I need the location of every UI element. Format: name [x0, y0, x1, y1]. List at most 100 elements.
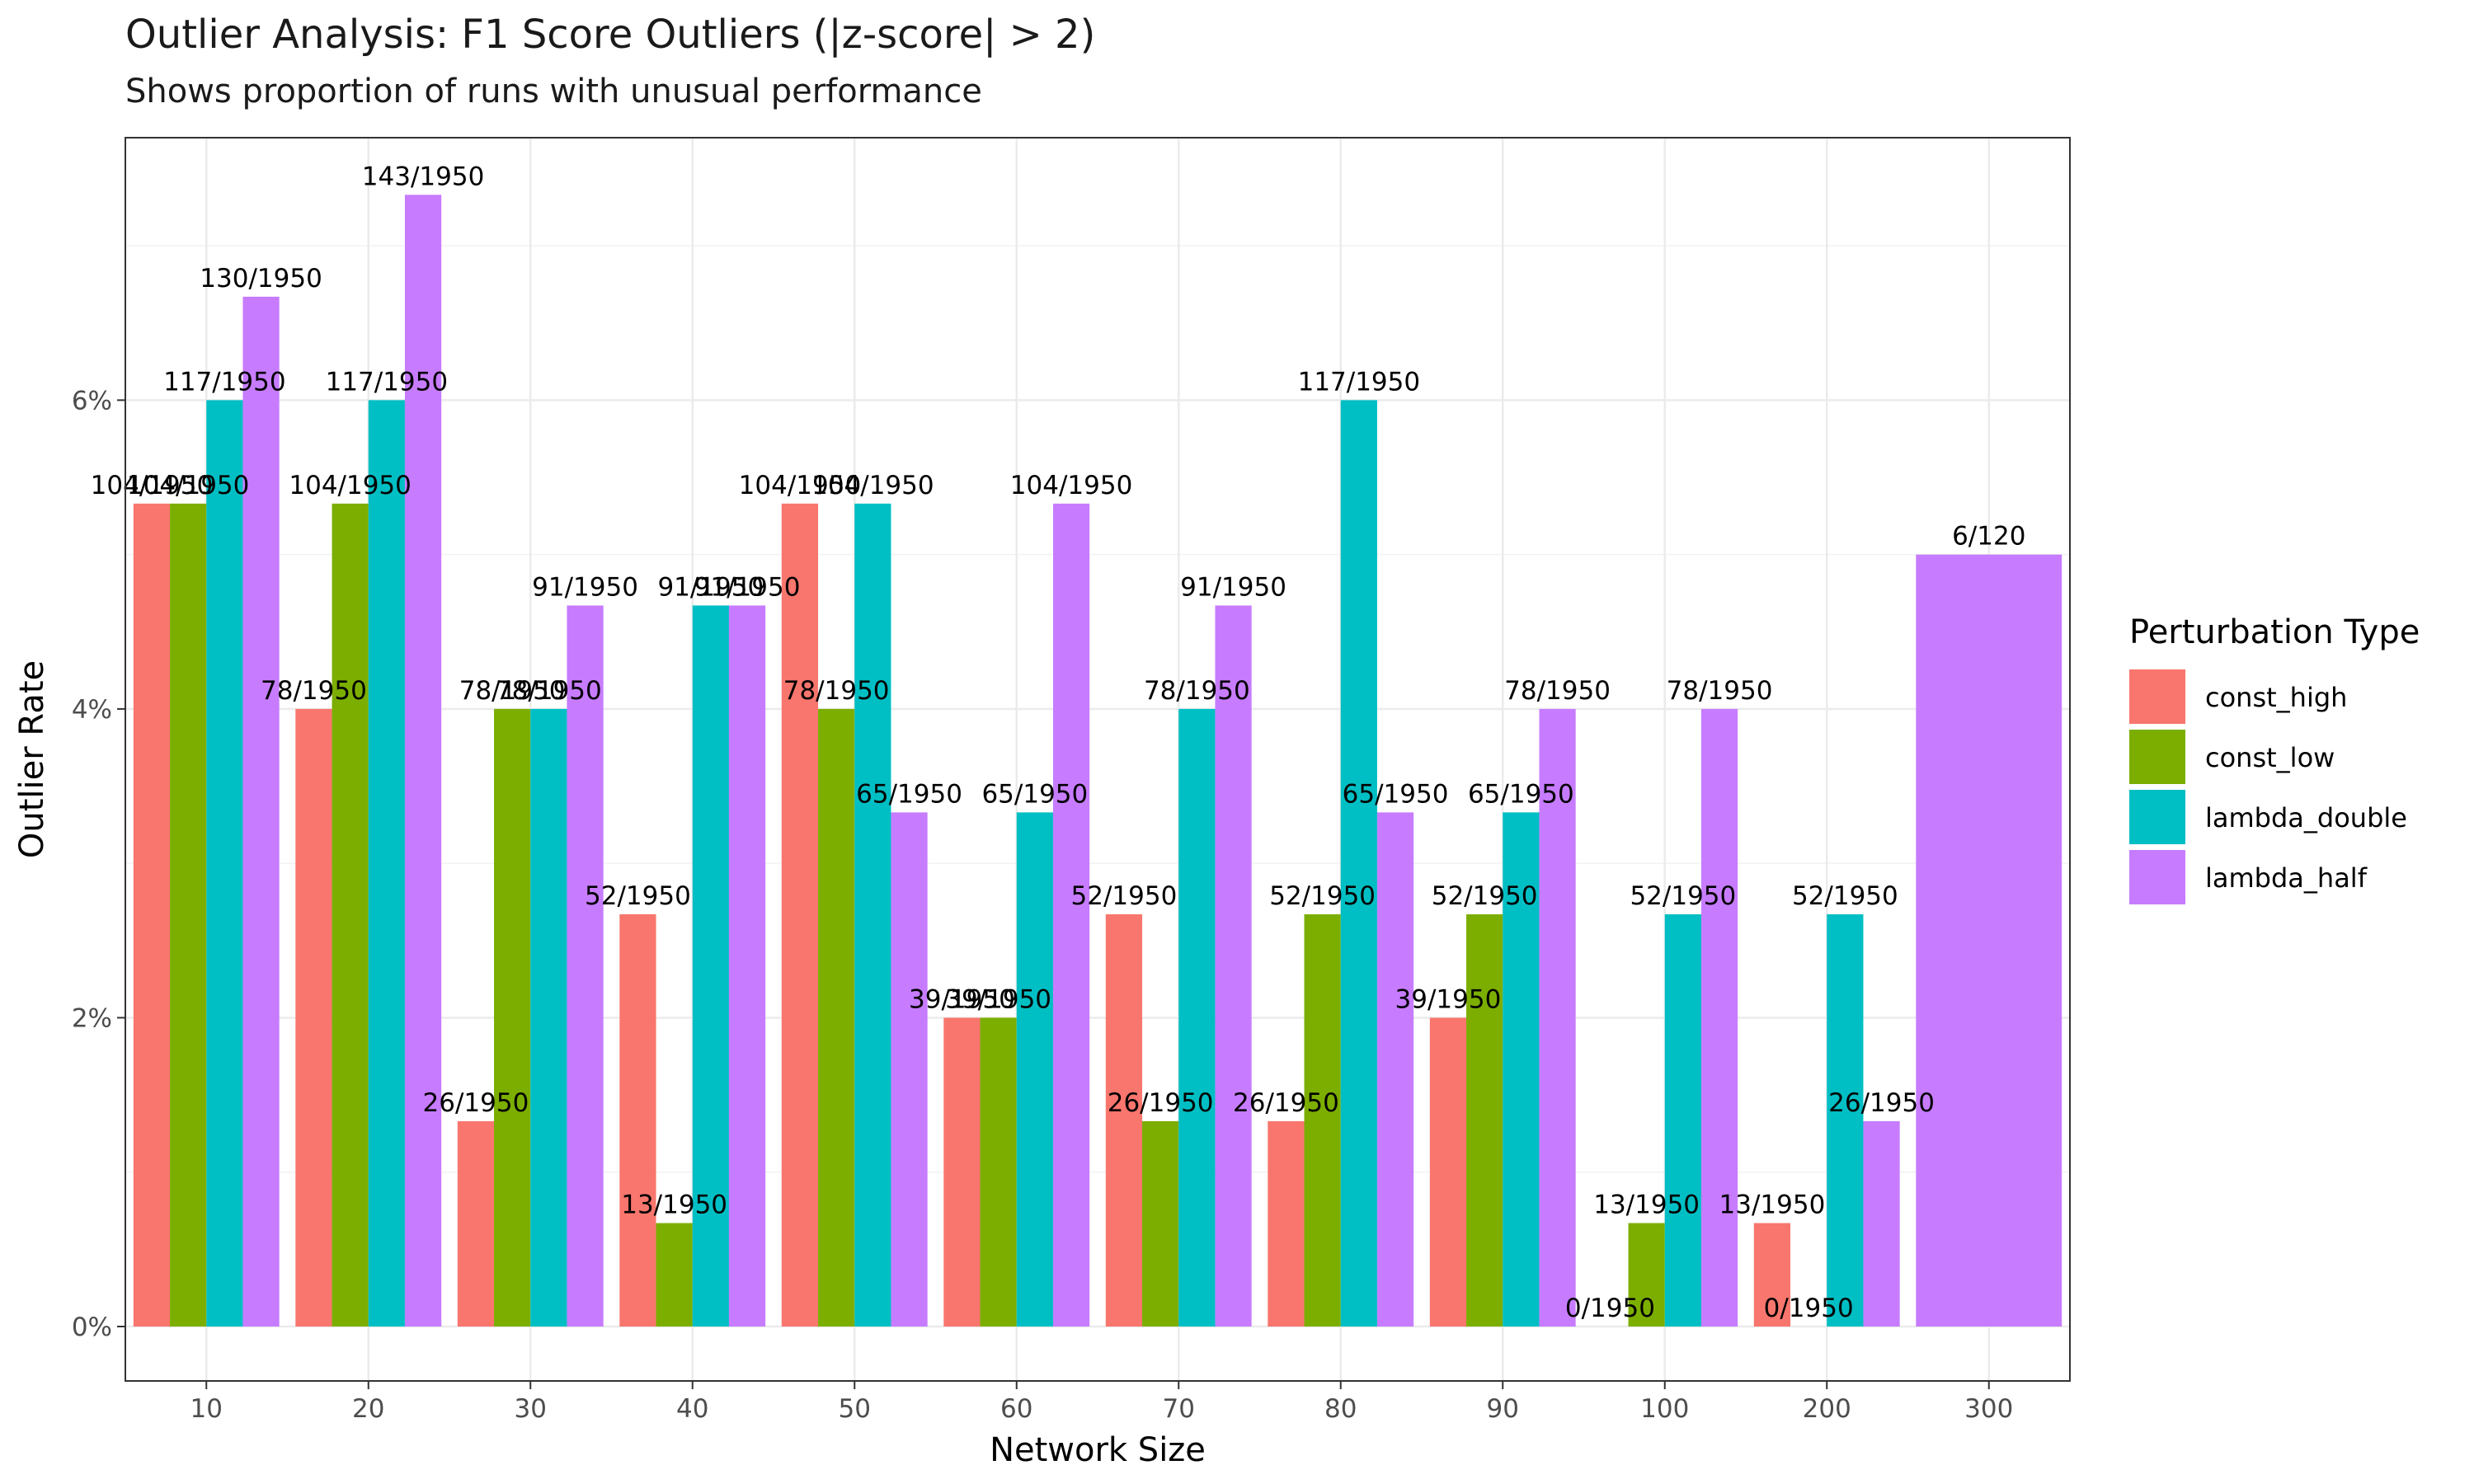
- data-label: 0/1950: [1764, 1294, 1854, 1323]
- bar-const_low-20: [332, 503, 369, 1327]
- plot-background: [125, 138, 2070, 1381]
- data-label: 65/1950: [981, 779, 1088, 809]
- bar-const_high-30: [457, 1120, 495, 1327]
- data-label: 104/1950: [1010, 471, 1133, 500]
- x-axis-title: Network Size: [990, 1431, 1206, 1469]
- data-label: 78/1950: [459, 676, 566, 706]
- bar-lambda_half-90: [1539, 708, 1576, 1327]
- bar-const_high-90: [1429, 1017, 1467, 1327]
- x-tick-label: 80: [1324, 1394, 1357, 1424]
- bar-lambda_half-200: [1863, 1120, 1900, 1327]
- bar-lambda_half-300: [1916, 554, 2062, 1327]
- data-label: 78/1950: [1667, 676, 1773, 706]
- x-tick-label: 40: [676, 1394, 708, 1424]
- bar-const_high-40: [619, 913, 656, 1327]
- data-label: 52/1950: [1269, 881, 1376, 911]
- data-label: 13/1950: [1719, 1190, 1826, 1220]
- data-labels: 104/1950104/1950117/1950130/195078/19501…: [91, 162, 2026, 1323]
- data-label: 39/1950: [1395, 984, 1502, 1014]
- bar-const_high-70: [1105, 913, 1143, 1327]
- bar-lambda_double-80: [1340, 400, 1377, 1327]
- bar-lambda_double-100: [1664, 913, 1701, 1327]
- data-label: 91/1950: [657, 572, 764, 602]
- data-label: 78/1950: [1504, 676, 1611, 706]
- bar-const_high-20: [295, 708, 332, 1327]
- bar-const_low-100: [1628, 1223, 1665, 1327]
- data-label: 91/1950: [694, 572, 801, 602]
- bars: [133, 195, 2062, 1327]
- data-label: 65/1950: [856, 779, 962, 809]
- x-tick-label: 60: [1000, 1394, 1032, 1424]
- legend-title: Perturbation Type: [2129, 613, 2420, 651]
- data-label: 117/1950: [1298, 367, 1421, 397]
- bar-const_low-10: [170, 503, 207, 1327]
- bar-lambda_half-40: [728, 605, 766, 1327]
- bar-const_high-200: [1753, 1223, 1791, 1327]
- data-label: 26/1950: [1233, 1088, 1339, 1118]
- data-label: 26/1950: [423, 1088, 529, 1118]
- chart-title: Outlier Analysis: F1 Score Outliers (|z-…: [125, 12, 1096, 58]
- data-label: 130/1950: [200, 264, 322, 294]
- y-tick-label: 4%: [72, 695, 112, 725]
- data-label: 52/1950: [1792, 881, 1898, 911]
- legend-swatch-lambda_double: [2129, 790, 2185, 844]
- bar-lambda_half-20: [404, 195, 442, 1327]
- data-label: 104/1950: [289, 471, 412, 500]
- data-label: 13/1950: [621, 1190, 727, 1220]
- data-label: 104/1950: [811, 471, 934, 500]
- data-label: 104/1950: [91, 471, 214, 500]
- x-tick-label: 300: [1964, 1394, 2013, 1424]
- legend-label-lambda_half: lambda_half: [2205, 862, 2368, 894]
- data-label: 6/120: [1952, 522, 2025, 552]
- y-tick-label: 2%: [72, 1003, 112, 1033]
- chart-subtitle: Shows proportion of runs with unusual pe…: [125, 73, 982, 110]
- data-label: 52/1950: [585, 881, 691, 911]
- bar-const_low-60: [980, 1017, 1017, 1327]
- y-axis-title: Outlier Rate: [13, 660, 51, 858]
- x-tick-label: 100: [1640, 1394, 1689, 1424]
- data-label: 117/1950: [326, 367, 449, 397]
- x-tick-label: 30: [515, 1394, 547, 1424]
- bar-const_low-30: [494, 708, 531, 1327]
- x-tick-label: 50: [839, 1394, 871, 1424]
- y-tick-label: 0%: [72, 1313, 112, 1342]
- bar-lambda_half-10: [242, 296, 280, 1327]
- plot-panel-border: [125, 137, 2071, 1382]
- bar-lambda_half-50: [891, 812, 928, 1327]
- legend-label-lambda_double: lambda_double: [2205, 802, 2407, 834]
- data-label: 143/1950: [362, 162, 485, 191]
- data-label: 26/1950: [1828, 1088, 1935, 1118]
- data-label: 26/1950: [1108, 1088, 1214, 1118]
- y-tick-label: 6%: [72, 386, 112, 416]
- bar-const_low-80: [1304, 913, 1341, 1327]
- bar-lambda_double-40: [692, 605, 729, 1327]
- data-label: 39/1950: [909, 984, 1015, 1014]
- legend-swatch-const_low: [2129, 730, 2185, 784]
- data-label: 52/1950: [1071, 881, 1178, 911]
- bar-const_high-10: [133, 503, 171, 1327]
- data-label: 52/1950: [1630, 881, 1736, 911]
- data-label: 104/1950: [739, 471, 862, 500]
- data-label: 78/1950: [1144, 676, 1250, 706]
- x-tick-label: 20: [352, 1394, 384, 1424]
- bar-const_high-50: [781, 503, 819, 1327]
- bar-lambda_half-70: [1215, 605, 1252, 1327]
- data-label: 78/1950: [496, 676, 602, 706]
- data-label: 13/1950: [1593, 1190, 1700, 1220]
- data-label: 52/1950: [1432, 881, 1538, 911]
- bar-lambda_half-30: [567, 605, 604, 1327]
- data-label: 117/1950: [163, 367, 286, 397]
- data-label: 39/1950: [945, 984, 1051, 1014]
- bar-lambda_double-30: [530, 708, 567, 1327]
- data-label: 65/1950: [1468, 779, 1574, 809]
- bar-const_low-70: [1142, 1120, 1179, 1327]
- legend: Perturbation Type const_high const_lowlam…: [2129, 613, 2420, 904]
- axes: 0% 2% 4% 6% 10 20 30 40 50 60 70 80 90 100 200 300: [72, 386, 2014, 1424]
- legend-label-const_high: const_high: [2205, 682, 2347, 713]
- bar-lambda_half-100: [1700, 708, 1738, 1327]
- x-tick-label: 70: [1163, 1394, 1195, 1424]
- data-label: 65/1950: [1343, 779, 1449, 809]
- bar-const_low-90: [1466, 913, 1503, 1327]
- x-tick-label: 10: [190, 1394, 223, 1424]
- bar-lambda_double-20: [368, 400, 405, 1327]
